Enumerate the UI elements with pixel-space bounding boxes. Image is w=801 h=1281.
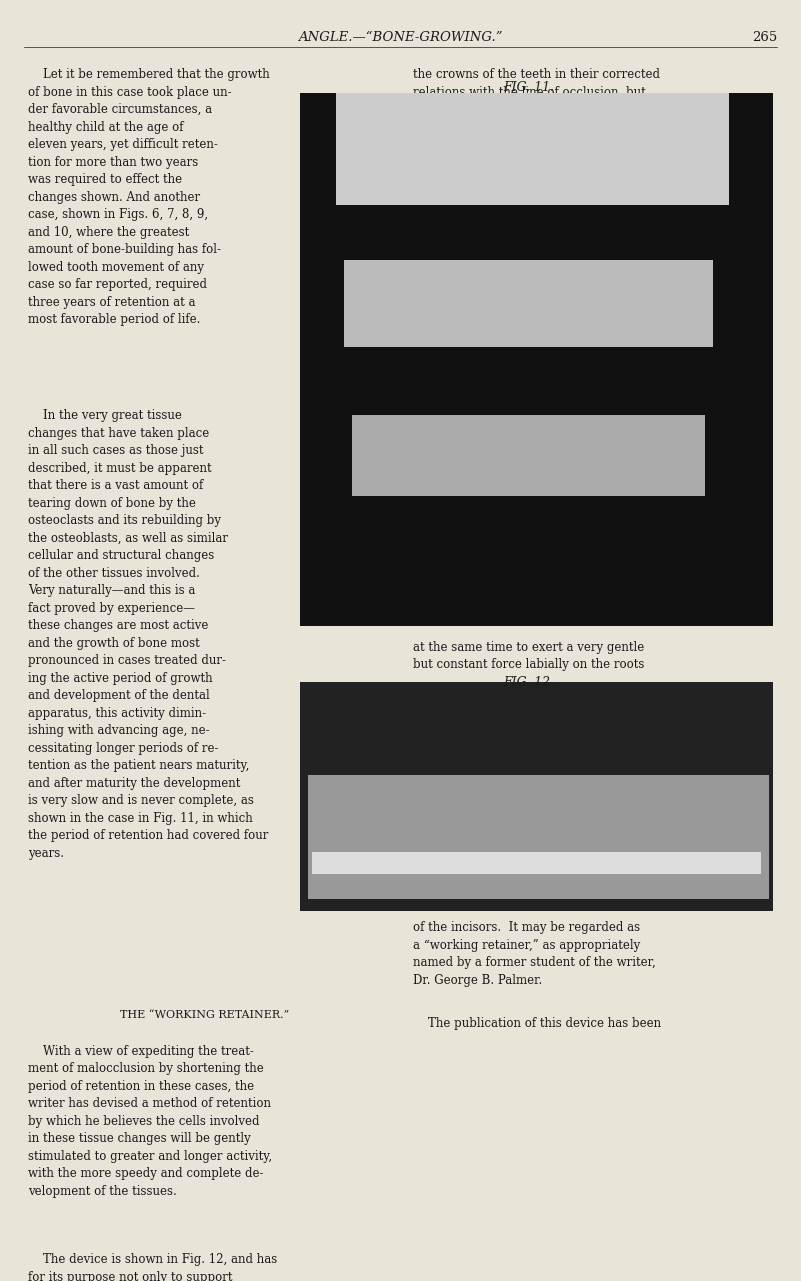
Text: FIG. 11.: FIG. 11. bbox=[503, 81, 554, 94]
Text: THE “WORKING RETAINER.”: THE “WORKING RETAINER.” bbox=[119, 1009, 289, 1020]
Text: Let it be remembered that the growth
of bone in this case took place un-
der fav: Let it be remembered that the growth of … bbox=[28, 68, 270, 327]
Text: FIG. 12.: FIG. 12. bbox=[503, 675, 554, 689]
Text: In the very great tissue
changes that have taken place
in all such cases as thos: In the very great tissue changes that ha… bbox=[28, 409, 268, 860]
Text: ANGLE.—“BONE-GROWING.”: ANGLE.—“BONE-GROWING.” bbox=[298, 31, 503, 44]
Text: 265: 265 bbox=[751, 31, 777, 44]
Text: of the incisors.  It may be regarded as
a “working retainer,” as appropriately
n: of the incisors. It may be regarded as a… bbox=[413, 921, 655, 986]
Text: With a view of expediting the treat-
ment of malocclusion by shortening the
peri: With a view of expediting the treat- men… bbox=[28, 1045, 272, 1198]
Text: The publication of this device has been: The publication of this device has been bbox=[413, 1017, 661, 1030]
Bar bbox=[336, 94, 729, 205]
Bar bbox=[308, 775, 769, 899]
Bar bbox=[352, 415, 705, 496]
Text: at the same time to exert a very gentle
but constant force labially on the roots: at the same time to exert a very gentle … bbox=[413, 640, 644, 671]
Text: the crowns of the teeth in their corrected
relations with the line of occlusion,: the crowns of the teeth in their correct… bbox=[413, 68, 659, 99]
Bar bbox=[312, 852, 761, 874]
Bar bbox=[300, 681, 773, 911]
Bar bbox=[344, 260, 713, 347]
Bar bbox=[300, 94, 773, 626]
Text: The device is shown in Fig. 12, and has
for its purpose not only to support: The device is shown in Fig. 12, and has … bbox=[28, 1253, 277, 1281]
